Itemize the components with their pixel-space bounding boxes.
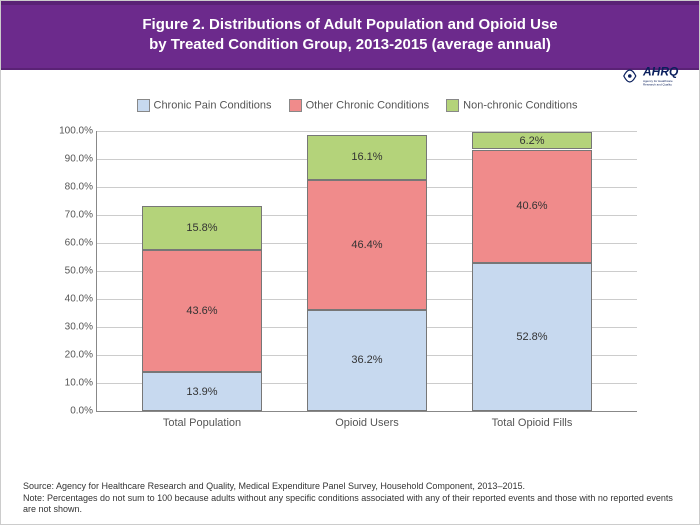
chart-area: 0.0% 10.0% 20.0% 30.0% 40.0% 50.0% 60.0% 70.0% 8… <box>56 121 651 441</box>
title-line-2: by Treated Condition Group, 2013-2015 (a… <box>21 35 679 55</box>
y-tick-label: 10.0% <box>55 378 93 389</box>
figure-title: Figure 2. Distributions of Adult Populat… <box>1 1 699 70</box>
legend-swatch-2 <box>446 99 459 112</box>
x-category-label: Total Population <box>122 417 282 429</box>
segment: 6.2% <box>472 132 592 149</box>
y-tick-label: 70.0% <box>55 210 93 221</box>
y-tick-label: 90.0% <box>55 154 93 165</box>
segment: 43.6% <box>142 250 262 372</box>
legend-label-1: Other Chronic Conditions <box>306 99 430 111</box>
y-tick-label: 20.0% <box>55 350 93 361</box>
y-tick-label: 40.0% <box>55 294 93 305</box>
figure-frame: Figure 2. Distributions of Adult Populat… <box>0 0 700 525</box>
y-tick-label: 0.0% <box>55 406 93 417</box>
y-tick-label: 50.0% <box>55 266 93 277</box>
svg-text:Research and Quality: Research and Quality <box>643 83 672 87</box>
logo-text: AHRQ <box>642 64 679 78</box>
x-category-label: Total Opioid Fills <box>452 417 612 429</box>
note-text: Note: Percentages do not sum to 100 beca… <box>23 493 677 516</box>
plot: 0.0%10.0%20.0%30.0%40.0%50.0%60.0%70.0%8… <box>96 131 637 412</box>
legend-label-2: Non-chronic Conditions <box>463 99 577 111</box>
segment: 15.8% <box>142 206 262 250</box>
ahrq-logo: AHRQ Agency for Healthcare Research and … <box>619 61 691 91</box>
segment: 52.8% <box>472 263 592 411</box>
y-tick-label: 30.0% <box>55 322 93 333</box>
segment: 13.9% <box>142 372 262 411</box>
segment: 46.4% <box>307 180 427 310</box>
legend-swatch-1 <box>289 99 302 112</box>
segment: 40.6% <box>472 150 592 264</box>
source-text: Source: Agency for Healthcare Research a… <box>23 481 677 493</box>
y-tick-label: 60.0% <box>55 238 93 249</box>
legend-swatch-0 <box>137 99 150 112</box>
segment: 36.2% <box>307 310 427 411</box>
x-category-label: Opioid Users <box>287 417 447 429</box>
legend: Chronic Pain Conditions Other Chronic Co… <box>1 99 699 112</box>
footer-notes: Source: Agency for Healthcare Research a… <box>23 481 677 516</box>
y-tick-label: 80.0% <box>55 182 93 193</box>
legend-label-0: Chronic Pain Conditions <box>154 99 272 111</box>
title-line-1: Figure 2. Distributions of Adult Populat… <box>21 15 679 35</box>
segment: 16.1% <box>307 135 427 180</box>
y-tick-label: 100.0% <box>55 126 93 137</box>
